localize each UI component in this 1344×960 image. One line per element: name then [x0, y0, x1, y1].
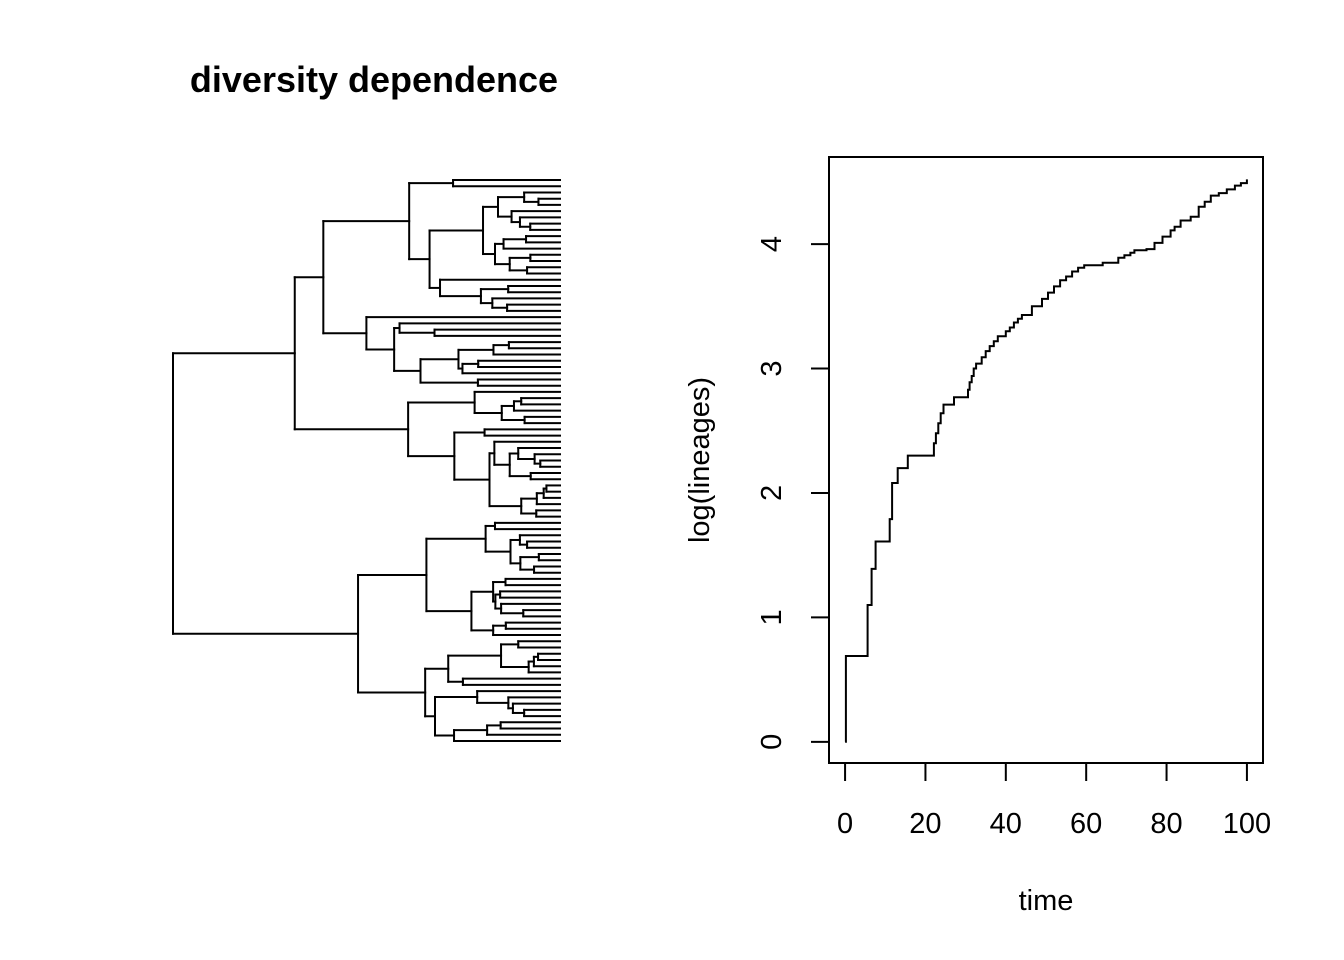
- y-tick-label: 3: [756, 360, 788, 376]
- ltt-plot-panel: 0 20 40 60 80 100 0 1 2 3 4 time log(lineages): [684, 156, 1271, 917]
- plot-frame: [828, 156, 1264, 764]
- y-axis-label: log(lineages): [684, 377, 716, 543]
- x-tick-label: 60: [1070, 808, 1102, 840]
- x-axis-label: time: [1019, 885, 1074, 917]
- x-tick-label: 20: [909, 808, 941, 840]
- phylogenetic-tree: [172, 179, 561, 742]
- x-tick-label: 40: [990, 808, 1022, 840]
- y-tick-label: 4: [756, 236, 788, 252]
- x-tick-label: 0: [837, 808, 853, 840]
- phylogeny-panel: diversity dependence: [172, 59, 561, 742]
- x-tick-label: 100: [1223, 808, 1271, 840]
- x-tick-label: 80: [1150, 808, 1182, 840]
- y-tick-label: 0: [756, 734, 788, 750]
- ltt-step-line: [844, 179, 1248, 743]
- y-axis: 0 1 2 3 4: [756, 236, 830, 750]
- y-tick-label: 1: [756, 609, 788, 625]
- tree-title: diversity dependence: [190, 59, 558, 100]
- x-axis: 0 20 40 60 80 100: [837, 762, 1271, 840]
- y-tick-label: 2: [756, 485, 788, 501]
